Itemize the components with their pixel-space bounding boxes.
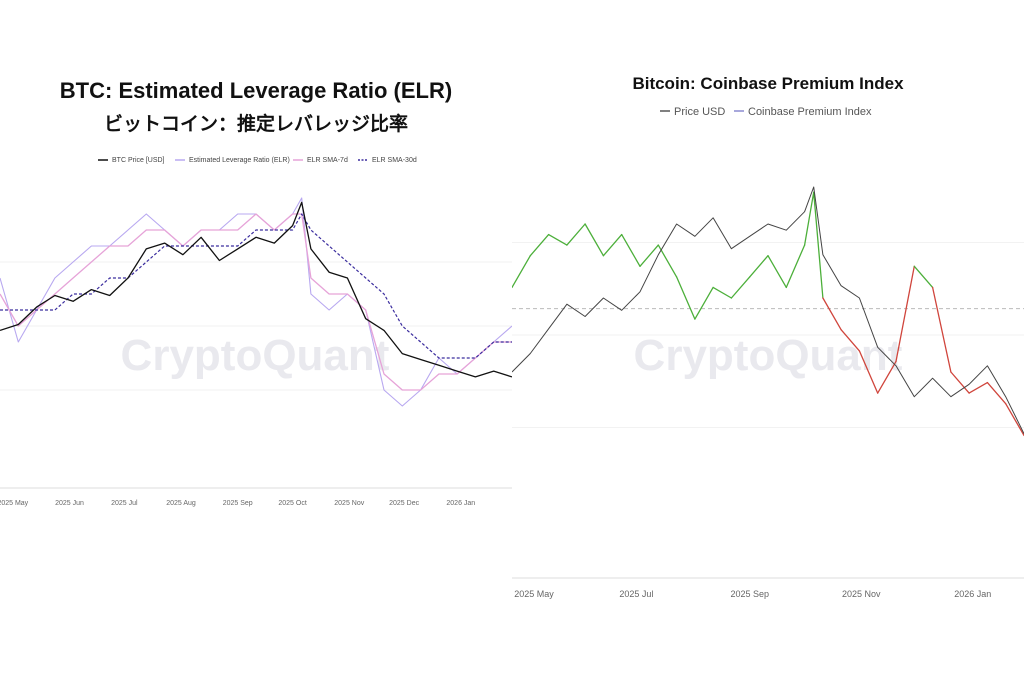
premium-segment bbox=[639, 244, 659, 267]
premium-x-axis: 2025 May 2025 Jul 2025 Sep 2025 Nov 2026 Jan bbox=[514, 589, 991, 599]
premium-segment bbox=[584, 223, 605, 257]
legend-label: Estimated Leverage Ratio (ELR) bbox=[189, 157, 290, 164]
premium-segment bbox=[566, 223, 586, 246]
premium-segment bbox=[913, 265, 934, 289]
elr-watermark: CryptoQuant bbox=[121, 331, 390, 380]
premium-segment bbox=[511, 255, 531, 289]
elr-legend: BTC Price [USD] Estimated Leverage Ratio … bbox=[98, 157, 417, 164]
elr-chart: BTC: Estimated Leverage Ratio (ELR) ビットコ… bbox=[0, 78, 513, 507]
premium-segment bbox=[621, 233, 641, 267]
x-tick-label: 2025 Sep bbox=[730, 589, 769, 599]
premium-watermark: CryptoQuant bbox=[634, 331, 903, 380]
x-tick-label: 2025 Oct bbox=[278, 500, 306, 507]
premium-segment bbox=[547, 233, 568, 246]
x-tick-label: 2026 Jan bbox=[446, 500, 475, 507]
x-tick-label: 2025 Nov bbox=[842, 589, 881, 599]
premium-segment bbox=[529, 233, 550, 257]
elr-chart-subtitle: ビットコイン：推定レバレッジ比率 bbox=[104, 112, 408, 135]
premium-legend: Price USD Coinbase Premium Index bbox=[660, 106, 872, 118]
premium-segment bbox=[931, 286, 952, 373]
x-tick-label: 2025 Dec bbox=[389, 500, 419, 507]
premium-segment bbox=[602, 233, 623, 257]
x-tick-label: 2025 Jul bbox=[111, 500, 138, 507]
premium-segment bbox=[785, 244, 806, 289]
premium-segment bbox=[1005, 403, 1024, 437]
x-tick-label: 2025 Jun bbox=[55, 500, 84, 507]
series-line-elr-sma-30d bbox=[0, 213, 512, 359]
series-line-btc-price-usd- bbox=[0, 201, 513, 378]
premium-segment bbox=[767, 255, 787, 289]
premium-segment bbox=[803, 191, 815, 246]
x-tick-label: 2025 Sep bbox=[223, 500, 253, 507]
premium-segment bbox=[730, 276, 751, 299]
premium-segment bbox=[712, 286, 733, 299]
premium-segment bbox=[813, 191, 824, 299]
series-line-elr-sma-7d bbox=[0, 213, 512, 391]
premium-segment bbox=[822, 297, 842, 331]
premium-chart: Bitcoin: Coinbase Premium Index Price US… bbox=[511, 74, 1024, 599]
premium-segment bbox=[675, 276, 696, 320]
premium-segment bbox=[840, 329, 861, 352]
elr-grid bbox=[0, 261, 512, 489]
x-tick-label: 2025 May bbox=[514, 589, 554, 599]
elr-x-axis: 2025 May 2025 Jun 2025 Jul 2025 Aug 2025 Sep… bbox=[0, 500, 475, 507]
legend-label: BTC Price [USD] bbox=[112, 157, 165, 164]
premium-series-lines bbox=[511, 186, 1024, 437]
premium-segment bbox=[877, 360, 897, 394]
legend-label: ELR SMA-7d bbox=[307, 157, 348, 164]
premium-segment bbox=[895, 265, 915, 363]
x-tick-label: 2025 Aug bbox=[166, 500, 196, 507]
legend-label: Price USD bbox=[674, 106, 725, 118]
premium-segment bbox=[950, 371, 970, 394]
x-tick-label: 2025 Jul bbox=[619, 589, 653, 599]
legend-label: ELR SMA-30d bbox=[372, 157, 417, 164]
premium-segment bbox=[968, 381, 989, 394]
premium-segment bbox=[858, 350, 879, 394]
premium-chart-title: Bitcoin: Coinbase Premium Index bbox=[632, 74, 904, 93]
series-line-price-usd bbox=[511, 186, 1024, 434]
elr-chart-panel: BTC: Estimated Leverage Ratio (ELR) ビットコ… bbox=[0, 0, 513, 682]
x-tick-label: 2025 May bbox=[0, 500, 29, 507]
legend-label: Coinbase Premium Index bbox=[748, 106, 872, 118]
x-tick-label: 2026 Jan bbox=[954, 589, 991, 599]
premium-grid bbox=[512, 242, 1024, 579]
x-tick-label: 2025 Nov bbox=[334, 500, 364, 507]
elr-chart-title: BTC: Estimated Leverage Ratio (ELR) bbox=[60, 78, 452, 103]
premium-segment bbox=[694, 286, 714, 320]
premium-segment bbox=[749, 255, 769, 278]
premium-chart-panel: Bitcoin: Coinbase Premium Index Price US… bbox=[511, 0, 1024, 682]
premium-segment bbox=[986, 381, 1007, 405]
elr-series-lines bbox=[0, 197, 513, 407]
